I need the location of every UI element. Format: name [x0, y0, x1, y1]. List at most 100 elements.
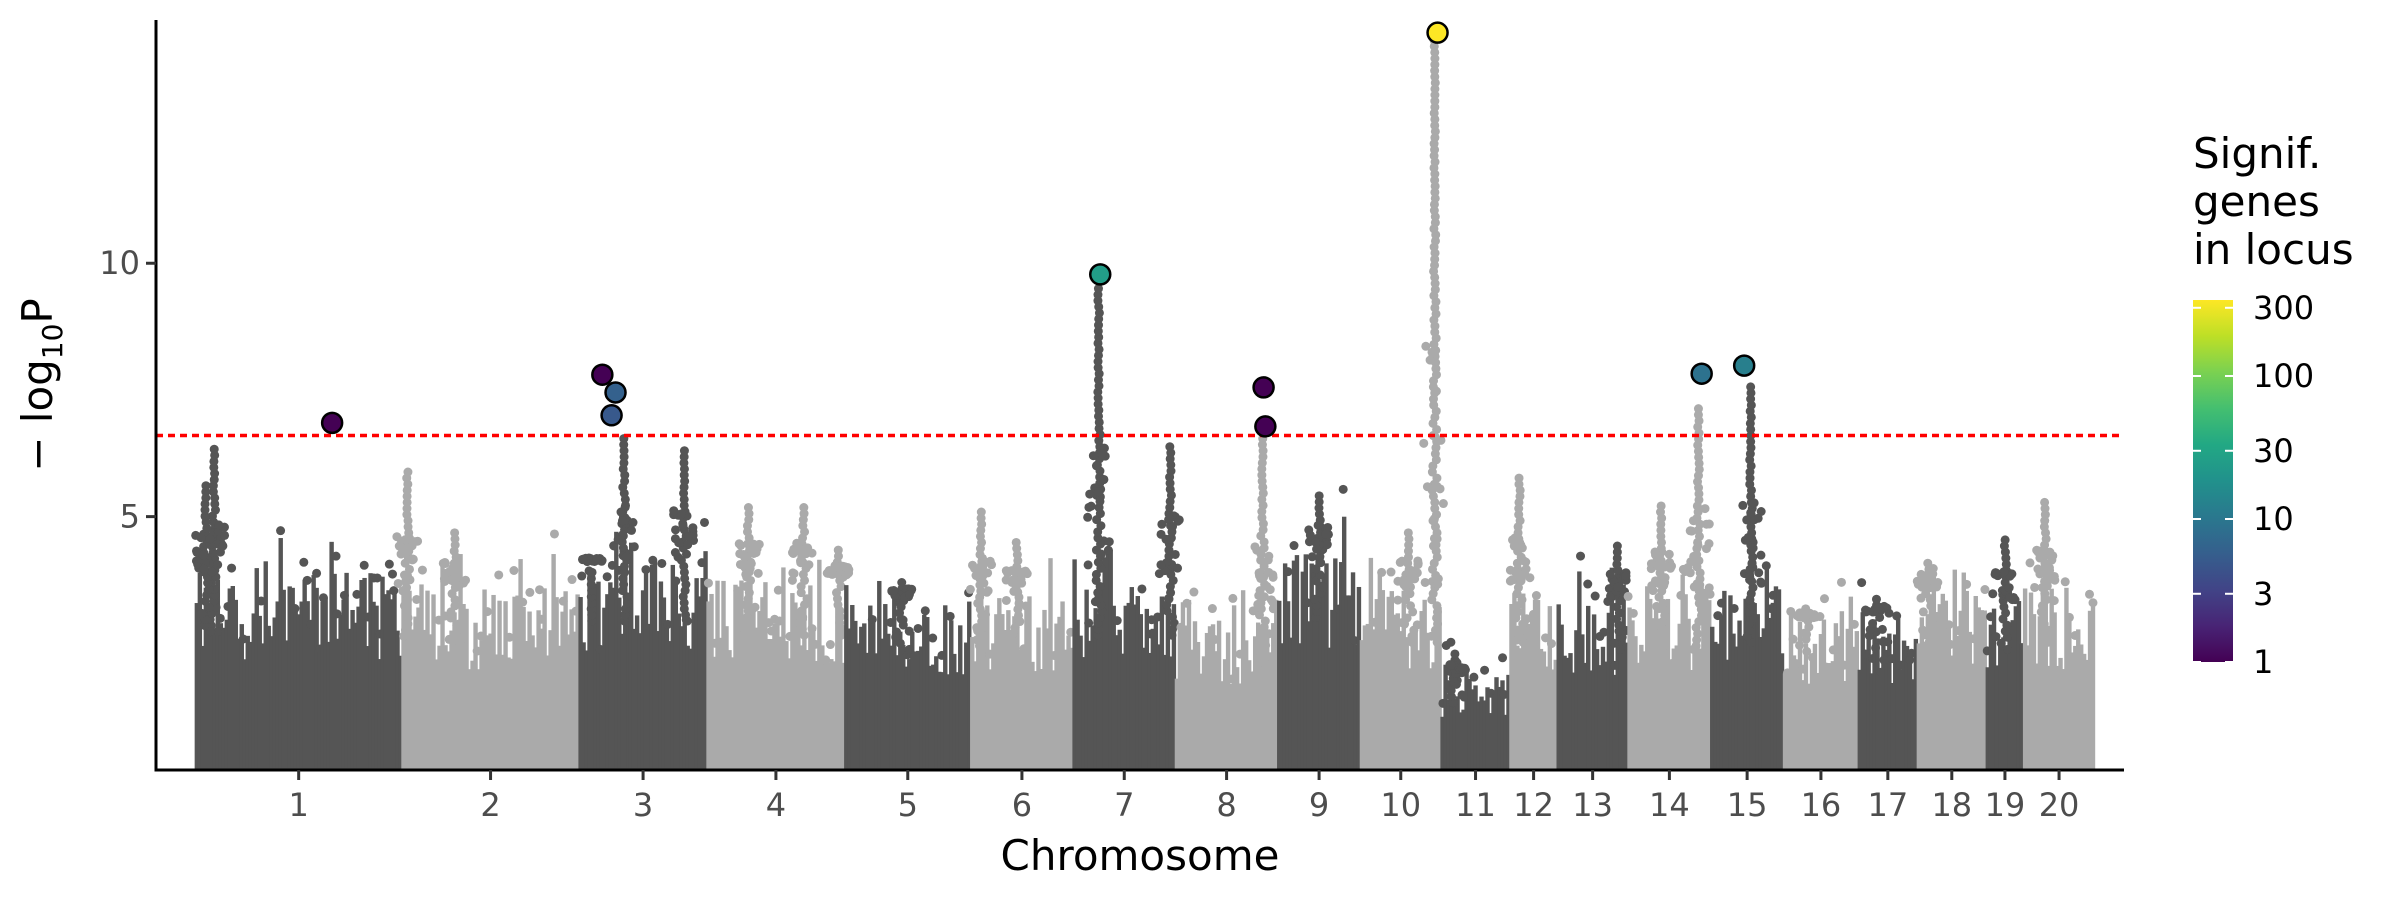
snp-band [1380, 590, 1386, 770]
lead-snp-marker [1252, 376, 1275, 399]
snp-band [200, 645, 206, 770]
snp-band [1872, 619, 1877, 770]
x-axis-title: Chromosome [1001, 831, 1280, 880]
snp-point [587, 567, 597, 577]
snp-point [1701, 519, 1711, 529]
snp-band [2090, 602, 2096, 770]
snp-band [697, 596, 702, 770]
snp-point [1609, 638, 1619, 648]
snp-band [916, 650, 921, 770]
snp-point [579, 554, 589, 564]
snp-band [2076, 629, 2081, 770]
snp-point [1393, 576, 1403, 586]
snp-band [1961, 572, 1966, 770]
snp-band [880, 638, 885, 770]
snp-point [393, 578, 403, 588]
snp-point [889, 586, 899, 596]
snp-point [1664, 549, 1674, 559]
snp-band [224, 619, 230, 770]
snp-band [1943, 600, 1949, 770]
snp-band [835, 605, 840, 770]
snp-point [2060, 577, 2070, 587]
snp-point [1510, 567, 1520, 577]
snp-band [1219, 681, 1225, 770]
snp-band [1949, 655, 1954, 770]
snp-point [1521, 564, 1531, 574]
snp-point [290, 604, 300, 614]
snp-point [1786, 606, 1796, 616]
snp-band [1015, 594, 1020, 770]
snp-band [646, 623, 652, 770]
snp-band [1126, 602, 1131, 770]
snp-point [1788, 634, 1798, 644]
x-tick-label: 4 [766, 786, 786, 824]
snp-band [548, 630, 553, 770]
snp-band [1294, 555, 1300, 770]
snp-band [1090, 625, 1095, 770]
snp-band [1512, 593, 1517, 770]
snp-band [1003, 629, 1008, 770]
snp-band [1072, 559, 1077, 770]
snp-point [535, 585, 545, 595]
snp-point [626, 525, 636, 535]
snp-band [1491, 694, 1496, 770]
snp-band [1556, 604, 1561, 770]
snp-band [850, 604, 855, 770]
x-tick-label: 19 [1985, 786, 2026, 824]
snp-band [1009, 641, 1014, 770]
snp-point [1432, 601, 1442, 611]
snp-point [213, 627, 223, 637]
snp-band [356, 606, 361, 770]
snp-point [1928, 613, 1938, 623]
snp-band [997, 598, 1002, 770]
snp-band [1526, 623, 1532, 770]
snp-point [749, 548, 759, 558]
snp-band [1123, 605, 1128, 770]
chromosome-14-points [1623, 404, 1715, 770]
snp-band [1955, 635, 1960, 770]
snp-point [1878, 637, 1888, 647]
snp-band [1485, 687, 1490, 770]
snp-band [1081, 657, 1086, 770]
snp-band [1165, 606, 1171, 770]
legend-tick-label: 10 [2253, 500, 2294, 538]
snp-band [1437, 607, 1442, 770]
snp-band [254, 568, 259, 770]
snp-band [865, 652, 870, 770]
snp-band [1120, 653, 1125, 770]
snp-point [1929, 631, 1939, 641]
snp-band [1467, 679, 1472, 770]
snp-point [1515, 542, 1525, 552]
snp-point [1265, 585, 1275, 595]
snp-point [1508, 535, 1518, 545]
snp-band [398, 655, 403, 770]
snp-point [1255, 646, 1265, 656]
snp-point [1860, 649, 1870, 659]
snp-band [1565, 657, 1570, 770]
snp-point [1268, 604, 1278, 614]
snp-band [1265, 637, 1270, 770]
snp-point [384, 559, 394, 569]
snp-band [344, 572, 349, 770]
snp-band [2013, 606, 2019, 770]
snp-point [592, 554, 602, 564]
snp-band [988, 669, 993, 770]
x-tick-label: 11 [1455, 786, 1496, 824]
snp-point [1433, 579, 1443, 589]
snp-point [1161, 534, 1171, 544]
snp-point [1088, 451, 1098, 461]
chromosome-5-points [844, 578, 974, 770]
snp-band [1845, 628, 1851, 770]
snp-point [1650, 576, 1660, 586]
snp-band [251, 613, 256, 770]
snp-point [1692, 579, 1702, 589]
snp-band [2031, 614, 2037, 770]
snp-band [1413, 627, 1418, 770]
snp-point [1137, 584, 1147, 594]
snp-band [1857, 669, 1862, 770]
snp-point [773, 585, 783, 595]
snp-band [314, 587, 319, 770]
snp-band [1791, 655, 1797, 770]
snp-band [1788, 613, 1794, 770]
snp-band [1368, 557, 1374, 770]
